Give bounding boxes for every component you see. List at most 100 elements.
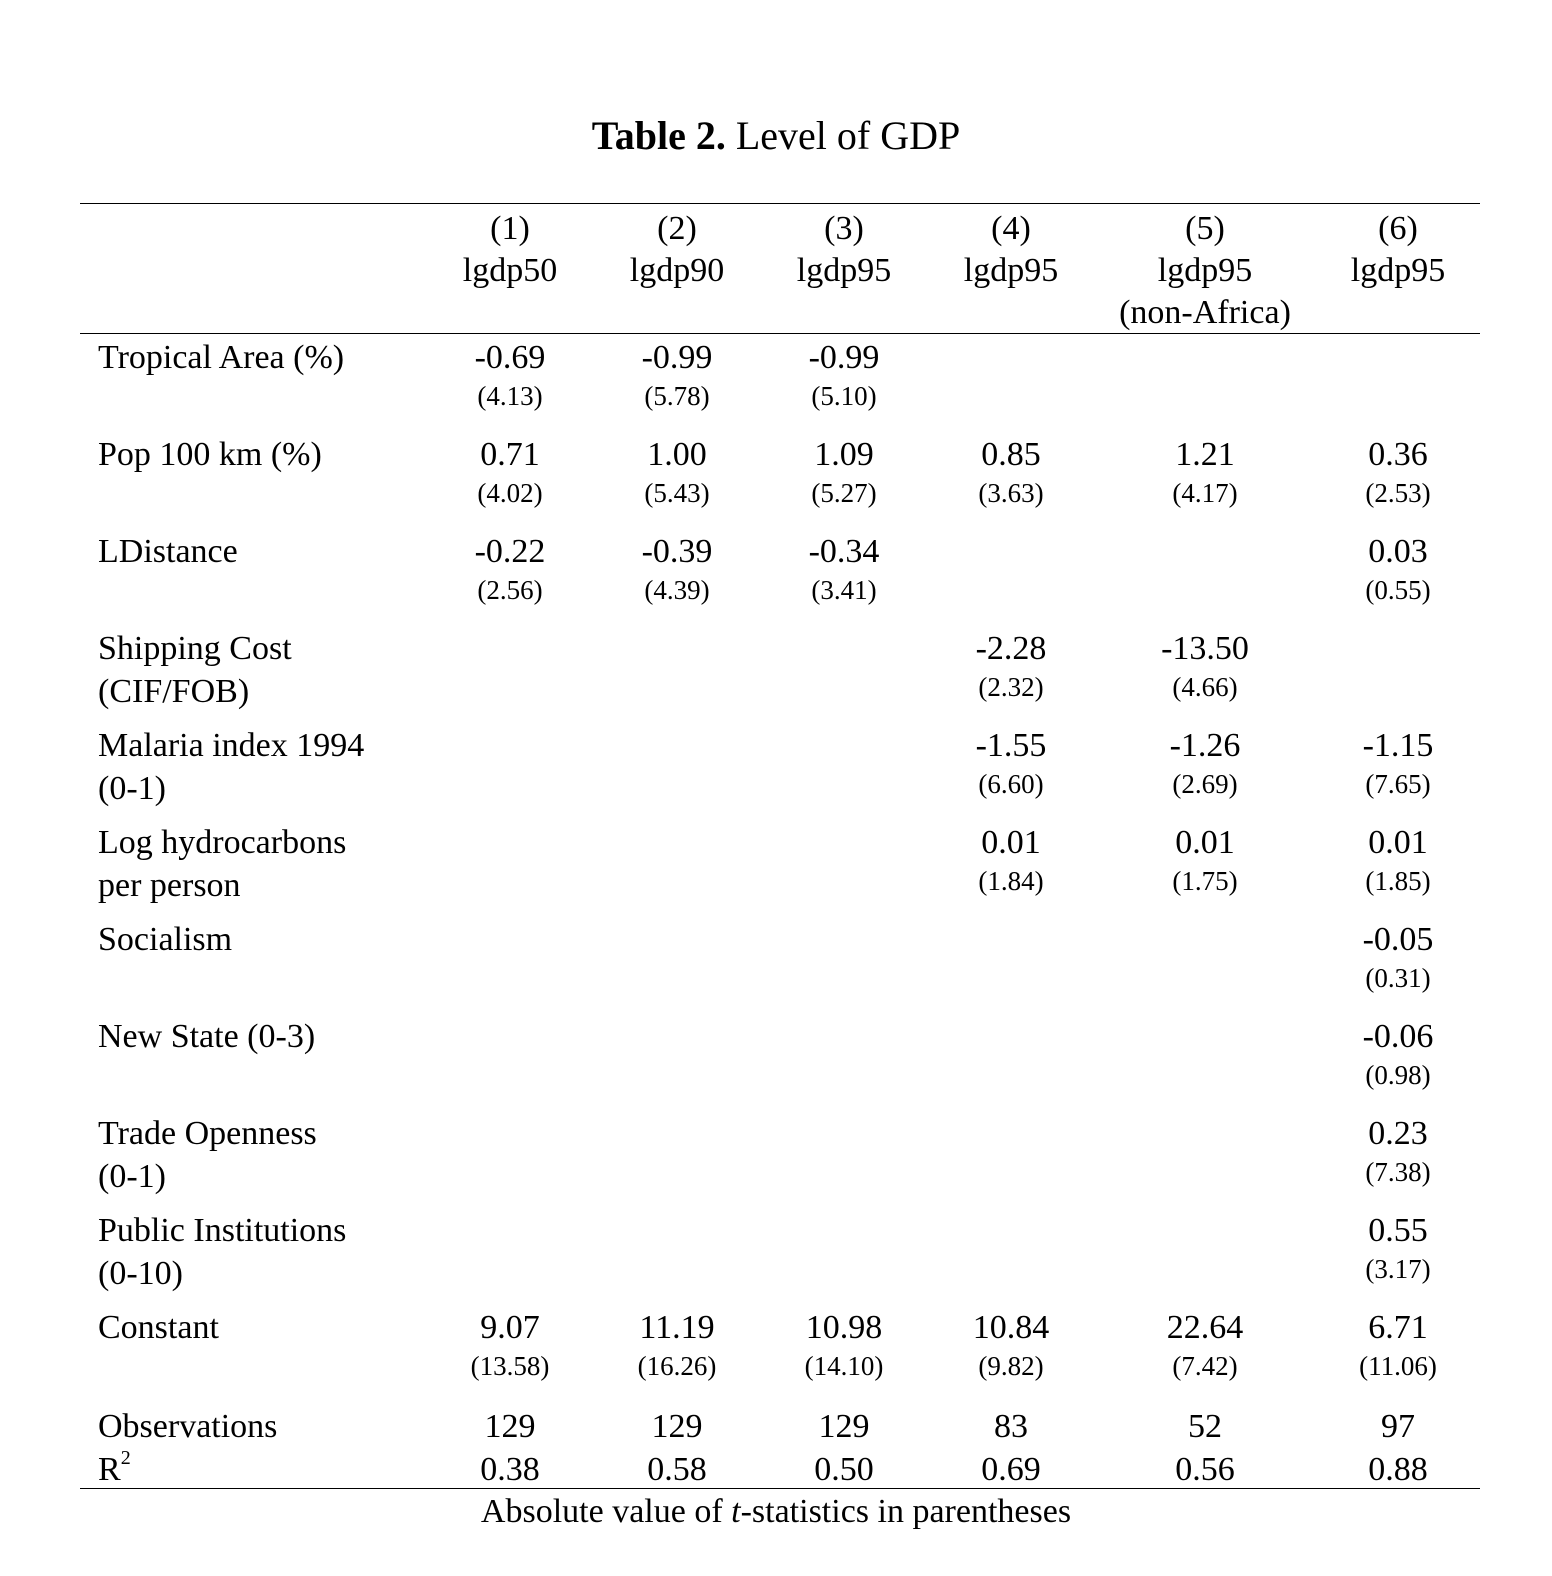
t-statistic-cell: (7.42) xyxy=(1172,1351,1238,1381)
t-statistic-cell: (4.02) xyxy=(477,478,543,508)
coefficient-cell: 9.07 xyxy=(480,1309,540,1346)
coefficient-cell: -1.26 xyxy=(1169,727,1241,764)
column-header-1: (1) lgdp50 xyxy=(410,208,610,292)
t-statistic-cell: (1.84) xyxy=(978,866,1044,896)
coefficient-cell: -1.55 xyxy=(975,727,1047,764)
column-header-note: (non-Africa) xyxy=(1119,294,1291,331)
coefficient-cell: 1.09 xyxy=(814,436,874,473)
row-label: Shipping Cost (CIF/FOB) xyxy=(98,627,292,713)
t-statistic-cell: (4.13) xyxy=(477,381,543,411)
row-label: Malaria index 1994 (0-1) xyxy=(98,724,364,810)
coefficient-cell: 0.01 xyxy=(1368,824,1428,861)
row-label-line: Constant xyxy=(98,1309,219,1346)
header-rule xyxy=(80,333,1480,334)
column-header-number: (6) xyxy=(1378,210,1418,247)
column-header-6: (6) lgdp95 xyxy=(1298,208,1498,292)
row-label-line: Trade Openness xyxy=(98,1115,317,1152)
r-squared-cell: 0.50 xyxy=(814,1451,874,1488)
coefficient-cell: 0.36 xyxy=(1368,436,1428,473)
row-label-line: Socialism xyxy=(98,921,233,958)
t-statistic-cell: (7.65) xyxy=(1365,769,1431,799)
coefficient-cell: -1.15 xyxy=(1362,727,1434,764)
column-header-dep: lgdp95 xyxy=(1157,252,1253,289)
column-header-2: (2) lgdp90 xyxy=(577,208,777,292)
row-label-line: LDistance xyxy=(98,533,238,570)
footnote-before: Absolute value of xyxy=(480,1493,732,1530)
t-statistic-cell: (2.56) xyxy=(477,575,543,605)
row-label: Trade Openness (0-1) xyxy=(98,1112,317,1198)
table-title: Table 2. Level of GDP xyxy=(0,108,1552,164)
t-statistic-cell: (0.31) xyxy=(1365,963,1431,993)
t-statistic-cell: (14.10) xyxy=(804,1351,884,1381)
t-statistic-cell: (2.69) xyxy=(1172,769,1238,799)
coefficient-cell: 10.84 xyxy=(972,1309,1050,1346)
footnote-after: -statistics in parentheses xyxy=(740,1493,1072,1530)
row-label: Pop 100 km (%) xyxy=(98,433,322,476)
t-statistic-cell: (1.75) xyxy=(1172,866,1238,896)
row-label: New State (0-3) xyxy=(98,1015,315,1058)
t-statistic-cell: (3.63) xyxy=(978,478,1044,508)
t-statistic-cell: (9.82) xyxy=(978,1351,1044,1381)
t-statistic-cell: (4.39) xyxy=(644,575,710,605)
t-statistic-cell: (2.32) xyxy=(978,672,1044,702)
coefficient-cell: -13.50 xyxy=(1161,630,1249,667)
coefficient-cell: 1.21 xyxy=(1175,436,1235,473)
column-header-dep: lgdp95 xyxy=(1350,252,1446,289)
observations-cell: 129 xyxy=(651,1408,703,1445)
observations-cell: 97 xyxy=(1381,1408,1415,1445)
row-label: Constant xyxy=(98,1306,219,1349)
r-squared-cell: 0.38 xyxy=(480,1451,540,1488)
coefficient-cell: 0.01 xyxy=(981,824,1041,861)
t-statistic-cell: (0.55) xyxy=(1365,575,1431,605)
bottom-rule xyxy=(80,1488,1480,1489)
coefficient-cell: -0.99 xyxy=(641,339,713,376)
column-header-dep: lgdp90 xyxy=(629,252,725,289)
row-label-line: per person xyxy=(98,867,241,904)
coefficient-cell: -0.22 xyxy=(474,533,546,570)
row-label-line: Shipping Cost xyxy=(98,630,292,667)
observations-label: Observations xyxy=(98,1408,278,1445)
column-header-dep: lgdp95 xyxy=(796,252,892,289)
r-squared-cell: 0.56 xyxy=(1175,1451,1235,1488)
coefficient-cell: -0.99 xyxy=(808,339,880,376)
r-squared-cell: 0.58 xyxy=(647,1451,707,1488)
coefficient-cell: -0.06 xyxy=(1362,1018,1434,1055)
coefficient-cell: -0.34 xyxy=(808,533,880,570)
t-statistic-cell: (1.85) xyxy=(1365,866,1431,896)
row-label-line: Tropical Area (%) xyxy=(98,339,345,376)
row-label: Public Institutions (0-10) xyxy=(98,1209,346,1295)
row-label-line: Log hydrocarbons xyxy=(98,824,347,861)
column-header-number: (2) xyxy=(657,210,697,247)
coefficient-cell: 0.23 xyxy=(1368,1115,1428,1152)
t-statistic-cell: (4.17) xyxy=(1172,478,1238,508)
column-header-dep: lgdp95 xyxy=(963,252,1059,289)
coefficient-cell: 1.00 xyxy=(647,436,707,473)
coefficient-cell: 0.01 xyxy=(1175,824,1235,861)
column-header-5: (5) lgdp95 (non-Africa) xyxy=(1105,208,1305,334)
t-statistic-cell: (3.17) xyxy=(1365,1254,1431,1284)
coefficient-cell: -0.69 xyxy=(474,339,546,376)
t-statistic-cell: (13.58) xyxy=(470,1351,550,1381)
column-header-4: (4) lgdp95 xyxy=(911,208,1111,292)
r-squared-label: R2 xyxy=(98,1448,131,1491)
t-statistic-cell: (5.43) xyxy=(644,478,710,508)
column-header-number: (3) xyxy=(824,210,864,247)
r-squared-letter: R xyxy=(98,1451,121,1488)
r-squared-cell: 0.88 xyxy=(1368,1451,1428,1488)
coefficient-cell: -2.28 xyxy=(975,630,1047,667)
column-header-number: (4) xyxy=(991,210,1031,247)
coefficient-cell: 6.71 xyxy=(1368,1309,1428,1346)
coefficient-cell: 0.03 xyxy=(1368,533,1428,570)
column-header-number: (1) xyxy=(490,210,530,247)
row-label-line: Malaria index 1994 xyxy=(98,727,365,764)
t-statistic-cell: (0.98) xyxy=(1365,1060,1431,1090)
coefficient-cell: -0.05 xyxy=(1362,921,1434,958)
column-header-number: (5) xyxy=(1185,210,1225,247)
row-label: Log hydrocarbons per person xyxy=(98,821,346,907)
footnote-italic: t xyxy=(731,1493,741,1530)
observations-cell: 129 xyxy=(818,1408,870,1445)
t-statistic-cell: (16.26) xyxy=(637,1351,717,1381)
t-statistic-cell: (4.66) xyxy=(1172,672,1238,702)
coefficient-cell: -0.39 xyxy=(641,533,713,570)
coefficient-cell: 0.85 xyxy=(981,436,1041,473)
